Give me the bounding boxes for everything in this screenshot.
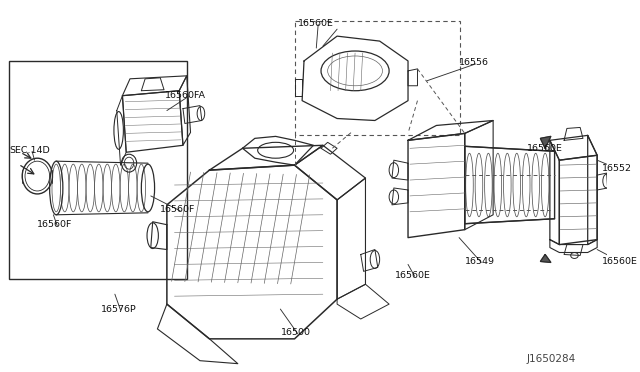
Text: 16560E: 16560E <box>602 257 637 266</box>
Text: 16556: 16556 <box>459 58 489 67</box>
Text: 16560E: 16560E <box>395 271 431 280</box>
Text: 16560F: 16560F <box>37 220 73 229</box>
Bar <box>294 21 460 135</box>
Bar <box>9 61 187 279</box>
Polygon shape <box>540 254 551 262</box>
Text: 16560E: 16560E <box>298 19 334 28</box>
Text: 16552: 16552 <box>602 164 632 173</box>
Polygon shape <box>540 137 551 148</box>
Text: 16560F: 16560F <box>160 205 196 214</box>
Text: 16560FA: 16560FA <box>165 91 206 100</box>
Text: 16560E: 16560E <box>527 144 563 153</box>
Text: 16576P: 16576P <box>100 305 136 314</box>
Text: 16500: 16500 <box>282 328 311 337</box>
Text: SEC.14D: SEC.14D <box>9 146 50 155</box>
Text: 16549: 16549 <box>465 257 495 266</box>
Text: J1650284: J1650284 <box>526 354 575 364</box>
